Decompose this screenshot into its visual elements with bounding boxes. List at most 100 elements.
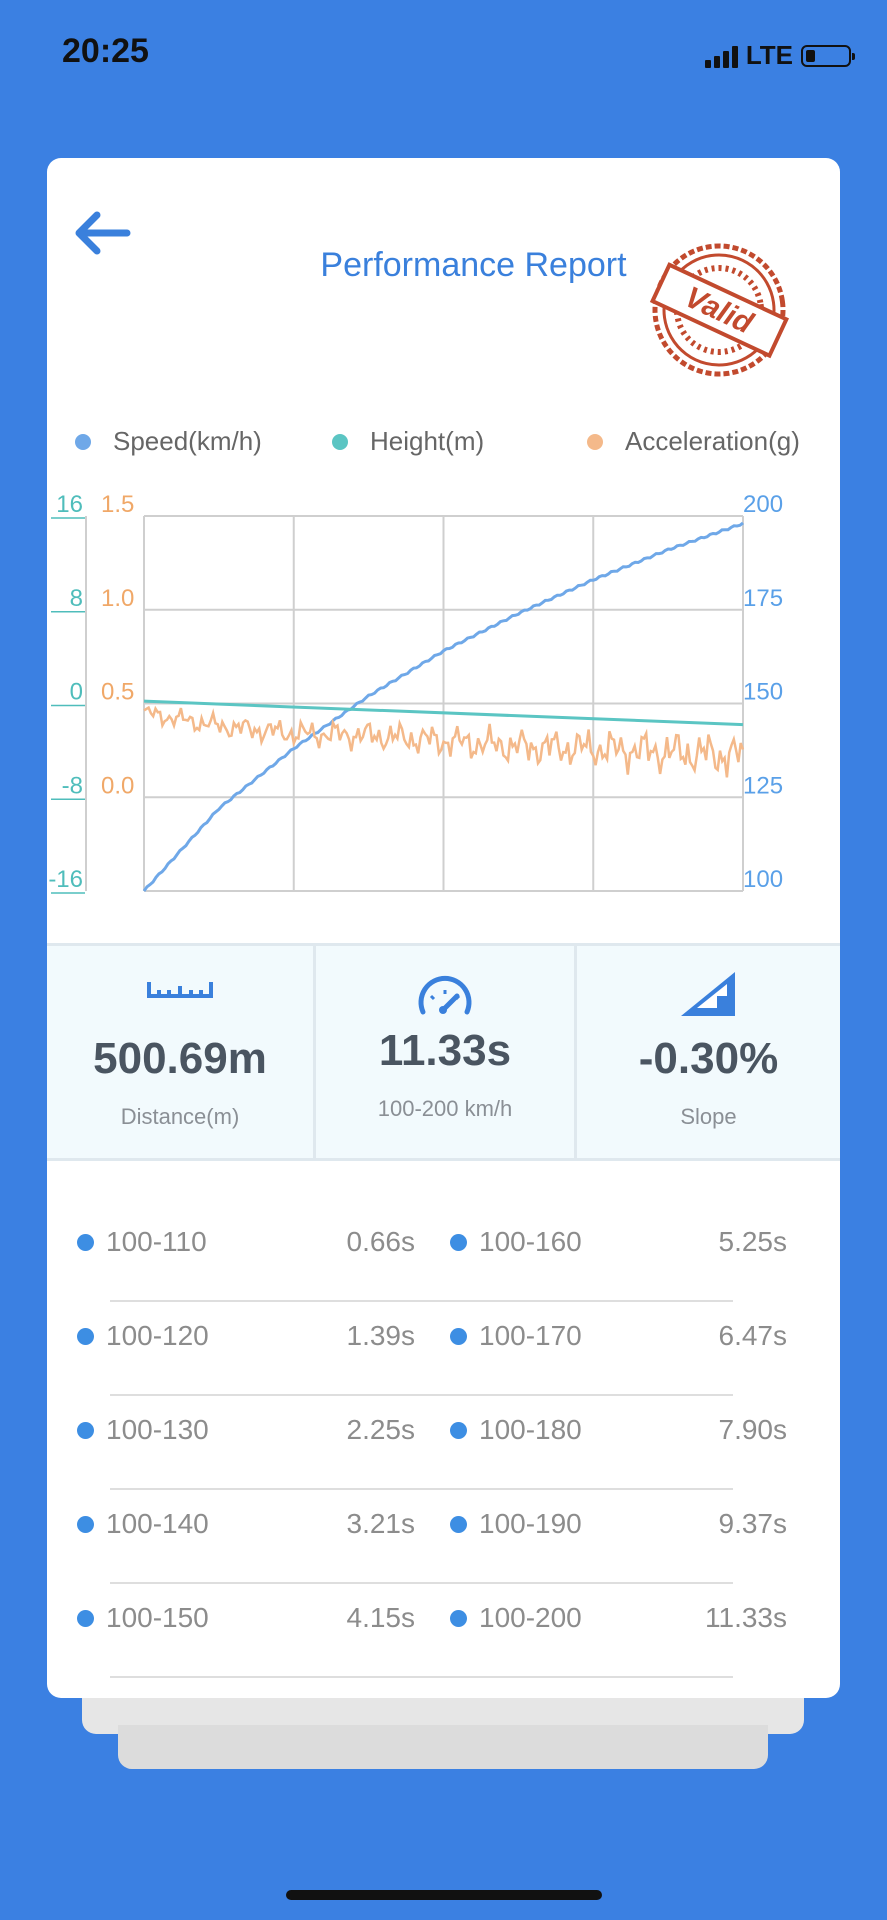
bullet-dot [450,1233,467,1251]
legend-label: Acceleration(g) [625,426,800,456]
split-range-left: 100-130 [77,1414,209,1446]
arrow-left-icon [75,211,131,255]
tick-label: 175 [743,585,783,612]
split-time: 11.33s [705,1602,787,1633]
stat-label: Distance(m) [120,1104,240,1129]
status-bar: 20:25 LTE [0,0,887,110]
tick-label: 1.0 [101,585,134,612]
tick-label: 100 [743,866,783,893]
stat-label: 100-200 km/h [377,1096,513,1121]
divider [110,1582,733,1584]
bullet-dot [450,1421,467,1439]
split-time: 4.15s [346,1602,416,1633]
list-item: 100-150 4.15s 100-200 11.33s [47,1584,840,1678]
divider [313,946,316,1158]
bullet-dot [77,1515,94,1533]
battery-icon [801,44,855,67]
signal-icon [704,44,738,68]
split-range: 100-190 [479,1508,582,1539]
stat-value: 500.69m [93,1034,267,1083]
bullet-dot [77,1327,94,1345]
acceleration-line [143,705,745,778]
list-item: 100-110 0.66s 100-160 5.25s [47,1208,840,1302]
divider [110,1488,733,1490]
split-range: 100-160 [479,1226,582,1257]
split-time: 5.25s [718,1226,788,1257]
split-range: 100-150 [106,1602,209,1633]
split-range: 100-110 [106,1226,207,1257]
split-range-right: 100-160 [450,1226,582,1258]
tick-label: 16 [56,491,83,518]
divider [574,946,577,1158]
divider [110,1676,733,1678]
speed-line [142,521,744,892]
tick-label: 1.5 [101,491,134,518]
split-range-right: 100-200 [450,1602,582,1634]
legend-dot [332,433,348,450]
status-indicators: LTE [704,40,855,71]
tick-label: 0 [70,679,83,706]
tick-label: 8 [70,585,83,612]
stat-time: 11.33s 100-200 km/h [316,946,574,1158]
split-range-left: 100-140 [77,1508,209,1540]
split-range: 100-180 [479,1414,582,1445]
split-time: 9.37s [718,1508,788,1539]
stat-value: 11.33s [378,1026,512,1075]
split-time: 2.25s [346,1414,416,1445]
tick-label: -16 [48,866,83,893]
split-time: 7.90s [718,1414,788,1445]
split-range: 100-170 [479,1320,582,1351]
ruler-icon [147,982,213,998]
divider [110,1300,733,1302]
tick-label: 0.0 [101,772,134,799]
performance-chart: 16 8 0 -8 -16 1.5 1.0 0.5 0.0 200 175 150 125 100 [48,491,783,894]
speedometer-icon [418,975,472,1015]
split-time: 6.47s [718,1320,788,1351]
tick-label: 200 [743,491,783,518]
tick-label: 125 [743,772,783,799]
split-range: 100-140 [106,1508,209,1539]
bullet-dot [77,1609,94,1627]
split-range-right: 100-170 [450,1320,582,1352]
stats-panel: 500.69m Distance(m) 11.33s 100-200 km/h … [47,943,840,1161]
tick-label: 150 [743,679,783,706]
stat-distance: 500.69m Distance(m) [47,946,313,1158]
back-button[interactable] [67,203,137,263]
list-item: 100-140 3.21s 100-190 9.37s [47,1490,840,1584]
legend-item-height: Height(m) [332,426,484,457]
legend-label: Speed(km/h) [113,426,262,456]
list-item: 100-120 1.39s 100-170 6.47s [47,1302,840,1396]
network-label: LTE [745,40,793,70]
valid-stamp: Valid [649,243,790,377]
split-time: 1.39s [346,1320,416,1351]
bullet-dot [450,1609,467,1627]
legend-dot [75,433,91,450]
stat-slope: -0.30% Slope [577,946,840,1158]
split-range-left: 100-120 [77,1320,209,1352]
split-range: 100-130 [106,1414,209,1445]
split-range-left: 100-110 [77,1226,207,1258]
bullet-dot [450,1515,467,1533]
list-item: 100-130 2.25s 100-180 7.90s [47,1396,840,1490]
split-time: 3.21s [346,1508,416,1539]
legend-label: Height(m) [370,426,485,456]
stat-label: Slope [680,1104,737,1129]
slope-icon [680,972,735,1016]
bullet-dot [77,1233,94,1251]
legend-item-acceleration: Acceleration(g) [587,426,800,457]
split-range: 100-200 [479,1602,582,1633]
bullet-dot [450,1327,467,1345]
height-line [143,699,744,727]
tick-label: 0.5 [101,679,134,706]
tick-label: -8 [62,772,83,799]
stat-value: -0.30% [638,1034,779,1083]
legend-item-speed: Speed(km/h) [75,426,262,457]
divider [110,1394,733,1396]
home-indicator [286,1890,602,1900]
split-range: 100-120 [106,1320,209,1351]
bullet-dot [77,1421,94,1439]
split-range-right: 100-180 [450,1414,582,1446]
status-time: 20:25 [62,32,149,70]
page-title: Performance Report [320,246,627,284]
split-range-left: 100-150 [77,1602,209,1634]
